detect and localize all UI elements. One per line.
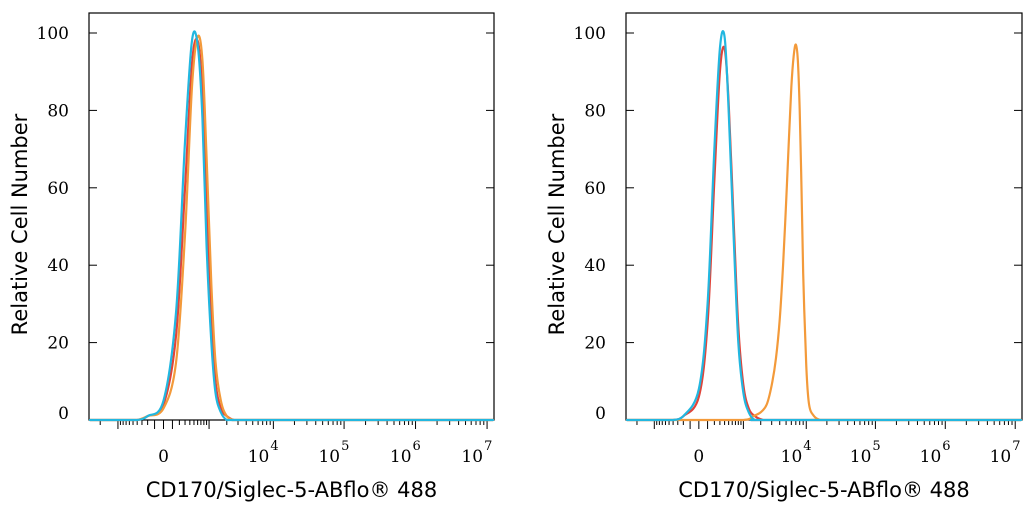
x-axis-title: CD170/Siglec-5-ABflo® 488 xyxy=(678,478,969,502)
x-tick-label-exponent: 5 xyxy=(341,439,349,454)
x-tick-label-exponent: 6 xyxy=(413,439,421,454)
x-tick-label-base: 10 xyxy=(461,447,483,467)
x-tick-label-exponent: 7 xyxy=(1012,439,1020,454)
histogram-curve-red xyxy=(88,37,495,422)
y-tick-label: 60 xyxy=(47,179,69,199)
y-tick-label: 80 xyxy=(584,101,606,121)
histogram-curve-cyan xyxy=(88,30,495,422)
x-tick-label-base: 10 xyxy=(781,447,803,467)
x-tick-label-base: 10 xyxy=(318,447,340,467)
x-tick-label: 0 xyxy=(693,447,704,467)
x-tick-label-exponent: 6 xyxy=(942,439,950,454)
y-tick-label: 100 xyxy=(574,24,606,44)
y-tick-label: 20 xyxy=(584,334,606,354)
x-tick-label-base: 10 xyxy=(390,447,412,467)
x-tick-label-base: 10 xyxy=(850,447,872,467)
y-axis-title: Relative Cell Number xyxy=(8,113,32,335)
y-tick-label: 60 xyxy=(584,179,606,199)
y-tick-label: 100 xyxy=(37,24,69,44)
histogram-curve-cyan xyxy=(625,29,1023,422)
x-tick-label: 0 xyxy=(158,447,169,467)
y-axis-title: Relative Cell Number xyxy=(545,113,569,335)
x-tick-label-exponent: 7 xyxy=(484,439,492,454)
y-tick-label: 0 xyxy=(58,404,69,424)
histogram-curve-orange xyxy=(625,43,1023,422)
plot-frame xyxy=(625,12,1023,421)
x-tick-label-exponent: 5 xyxy=(872,439,880,454)
x-axis-title: CD170/Siglec-5-ABflo® 488 xyxy=(146,478,437,502)
y-tick-label: 20 xyxy=(47,334,69,354)
histogram-curve-red xyxy=(625,45,1023,422)
x-tick-label-exponent: 4 xyxy=(803,439,811,454)
plot-frame xyxy=(88,12,495,421)
x-tick-label-exponent: 4 xyxy=(270,439,278,454)
y-tick-label: 80 xyxy=(47,101,69,121)
y-tick-label: 40 xyxy=(47,256,69,276)
y-tick-label: 0 xyxy=(595,404,606,424)
x-tick-label-base: 10 xyxy=(920,447,942,467)
histogram-curve-orange xyxy=(88,34,495,422)
x-tick-label-base: 10 xyxy=(248,447,270,467)
x-tick-label-base: 10 xyxy=(990,447,1012,467)
y-tick-label: 40 xyxy=(584,256,606,276)
